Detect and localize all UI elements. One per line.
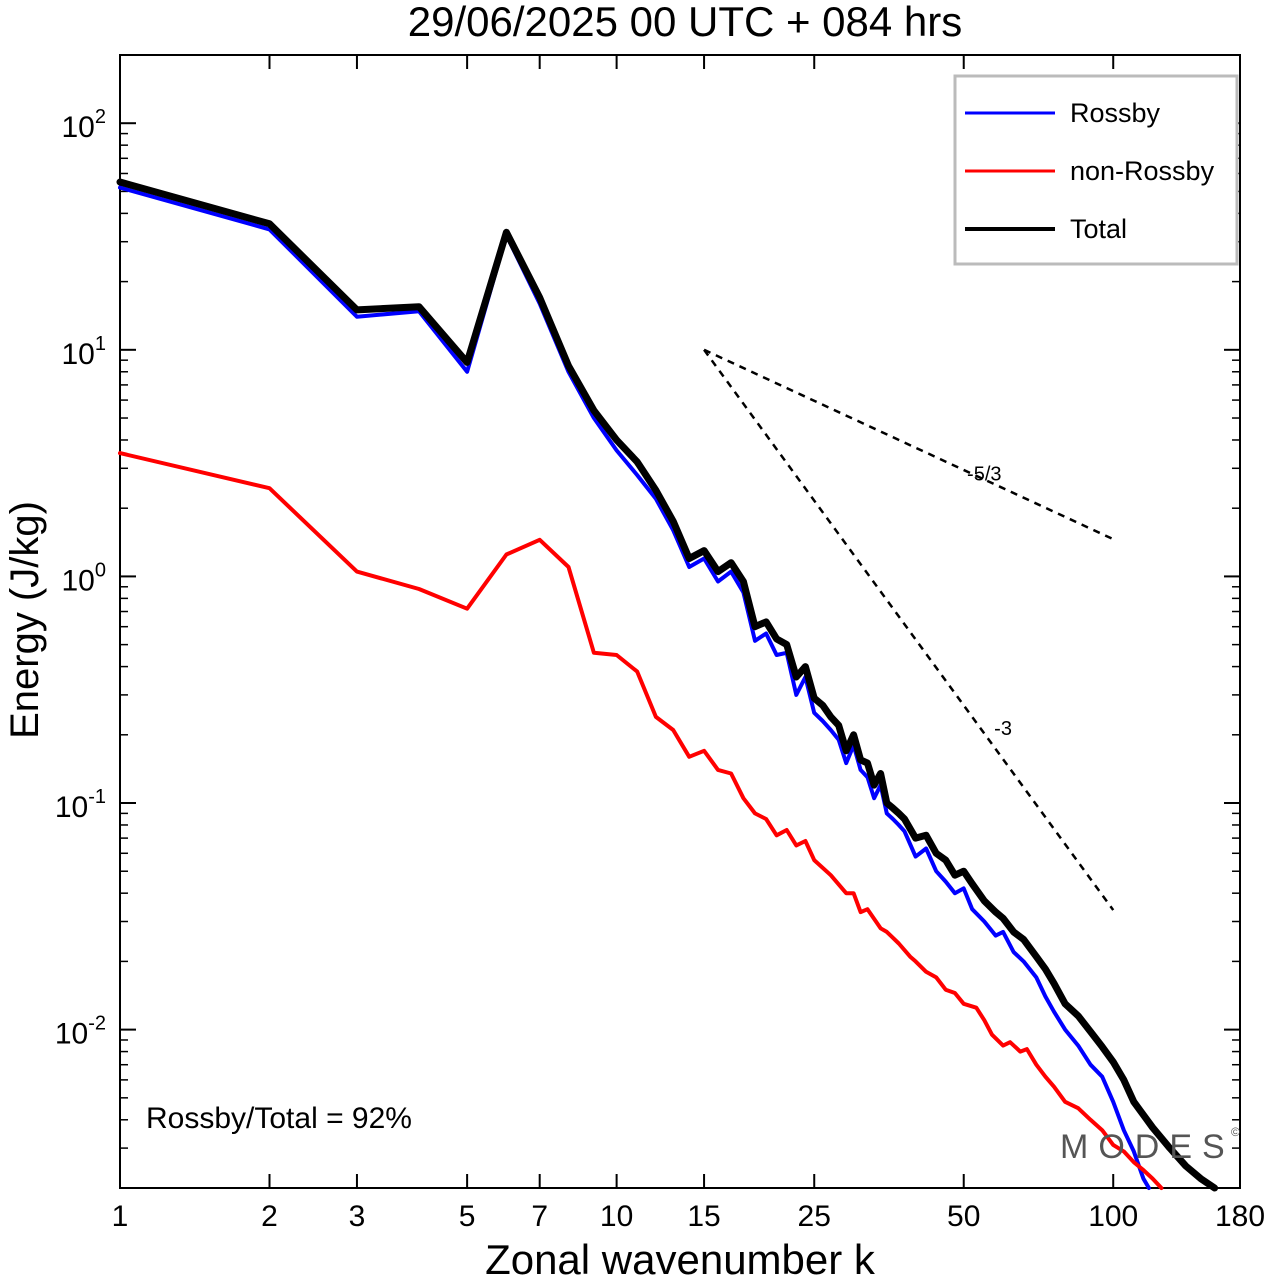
x-tick-label: 100 [1088, 1200, 1138, 1233]
x-tick-label: 180 [1215, 1200, 1265, 1233]
y-axis-label: Energy (J/kg) [3, 501, 47, 739]
legend: Rossby non-Rossby Total [953, 74, 1239, 266]
rossby-total-ratio: Rossby/Total = 92% [146, 1102, 412, 1135]
x-tick-label: 15 [687, 1200, 720, 1233]
x-tick-label: 50 [947, 1200, 980, 1233]
y-tick-label: 10-1 [55, 786, 106, 824]
y-tick-label: 102 [62, 106, 107, 144]
x-tick-label: 1 [112, 1200, 129, 1233]
x-tick-label: 2 [261, 1200, 278, 1233]
slope-line [703, 348, 1114, 541]
y-tick-label: 100 [62, 559, 107, 597]
slope-label: -3 [994, 718, 1012, 740]
x-axis-label: Zonal wavenumber k [485, 1236, 876, 1281]
x-tick-label: 10 [600, 1200, 633, 1233]
x-tick-label: 25 [798, 1200, 831, 1233]
slope-label: -5/3 [967, 464, 1001, 486]
modes-watermark: MODES [1060, 1128, 1235, 1166]
y-tick-label: 10-2 [55, 1013, 106, 1051]
legend-label: Total [1070, 214, 1127, 244]
x-tick-label: 5 [459, 1200, 476, 1233]
series-line-rossby [118, 185, 1151, 1190]
plot-frame [119, 54, 1241, 1189]
y-tick-label: 101 [62, 333, 107, 371]
copyright-mark: © [1231, 1125, 1240, 1139]
x-tick-label: 7 [531, 1200, 548, 1233]
series-line-total [116, 178, 1219, 1192]
legend-label: Rossby [1070, 98, 1161, 128]
x-tick-label: 3 [349, 1200, 366, 1233]
series-line-non-rossby [118, 451, 1164, 1190]
slope-line [703, 349, 1115, 911]
legend-label: non-Rossby [1070, 156, 1215, 186]
axis-ticks: 1 2 3 5 7 10 15 25 50 100 180 10-2 10-1 100 101 102 [55, 54, 1265, 1233]
chart-title: 29/06/2025 00 UTC + 084 hrs [408, 0, 963, 45]
data-series [116, 178, 1219, 1192]
slope-reference-lines: -5/3 -3 [703, 348, 1115, 911]
